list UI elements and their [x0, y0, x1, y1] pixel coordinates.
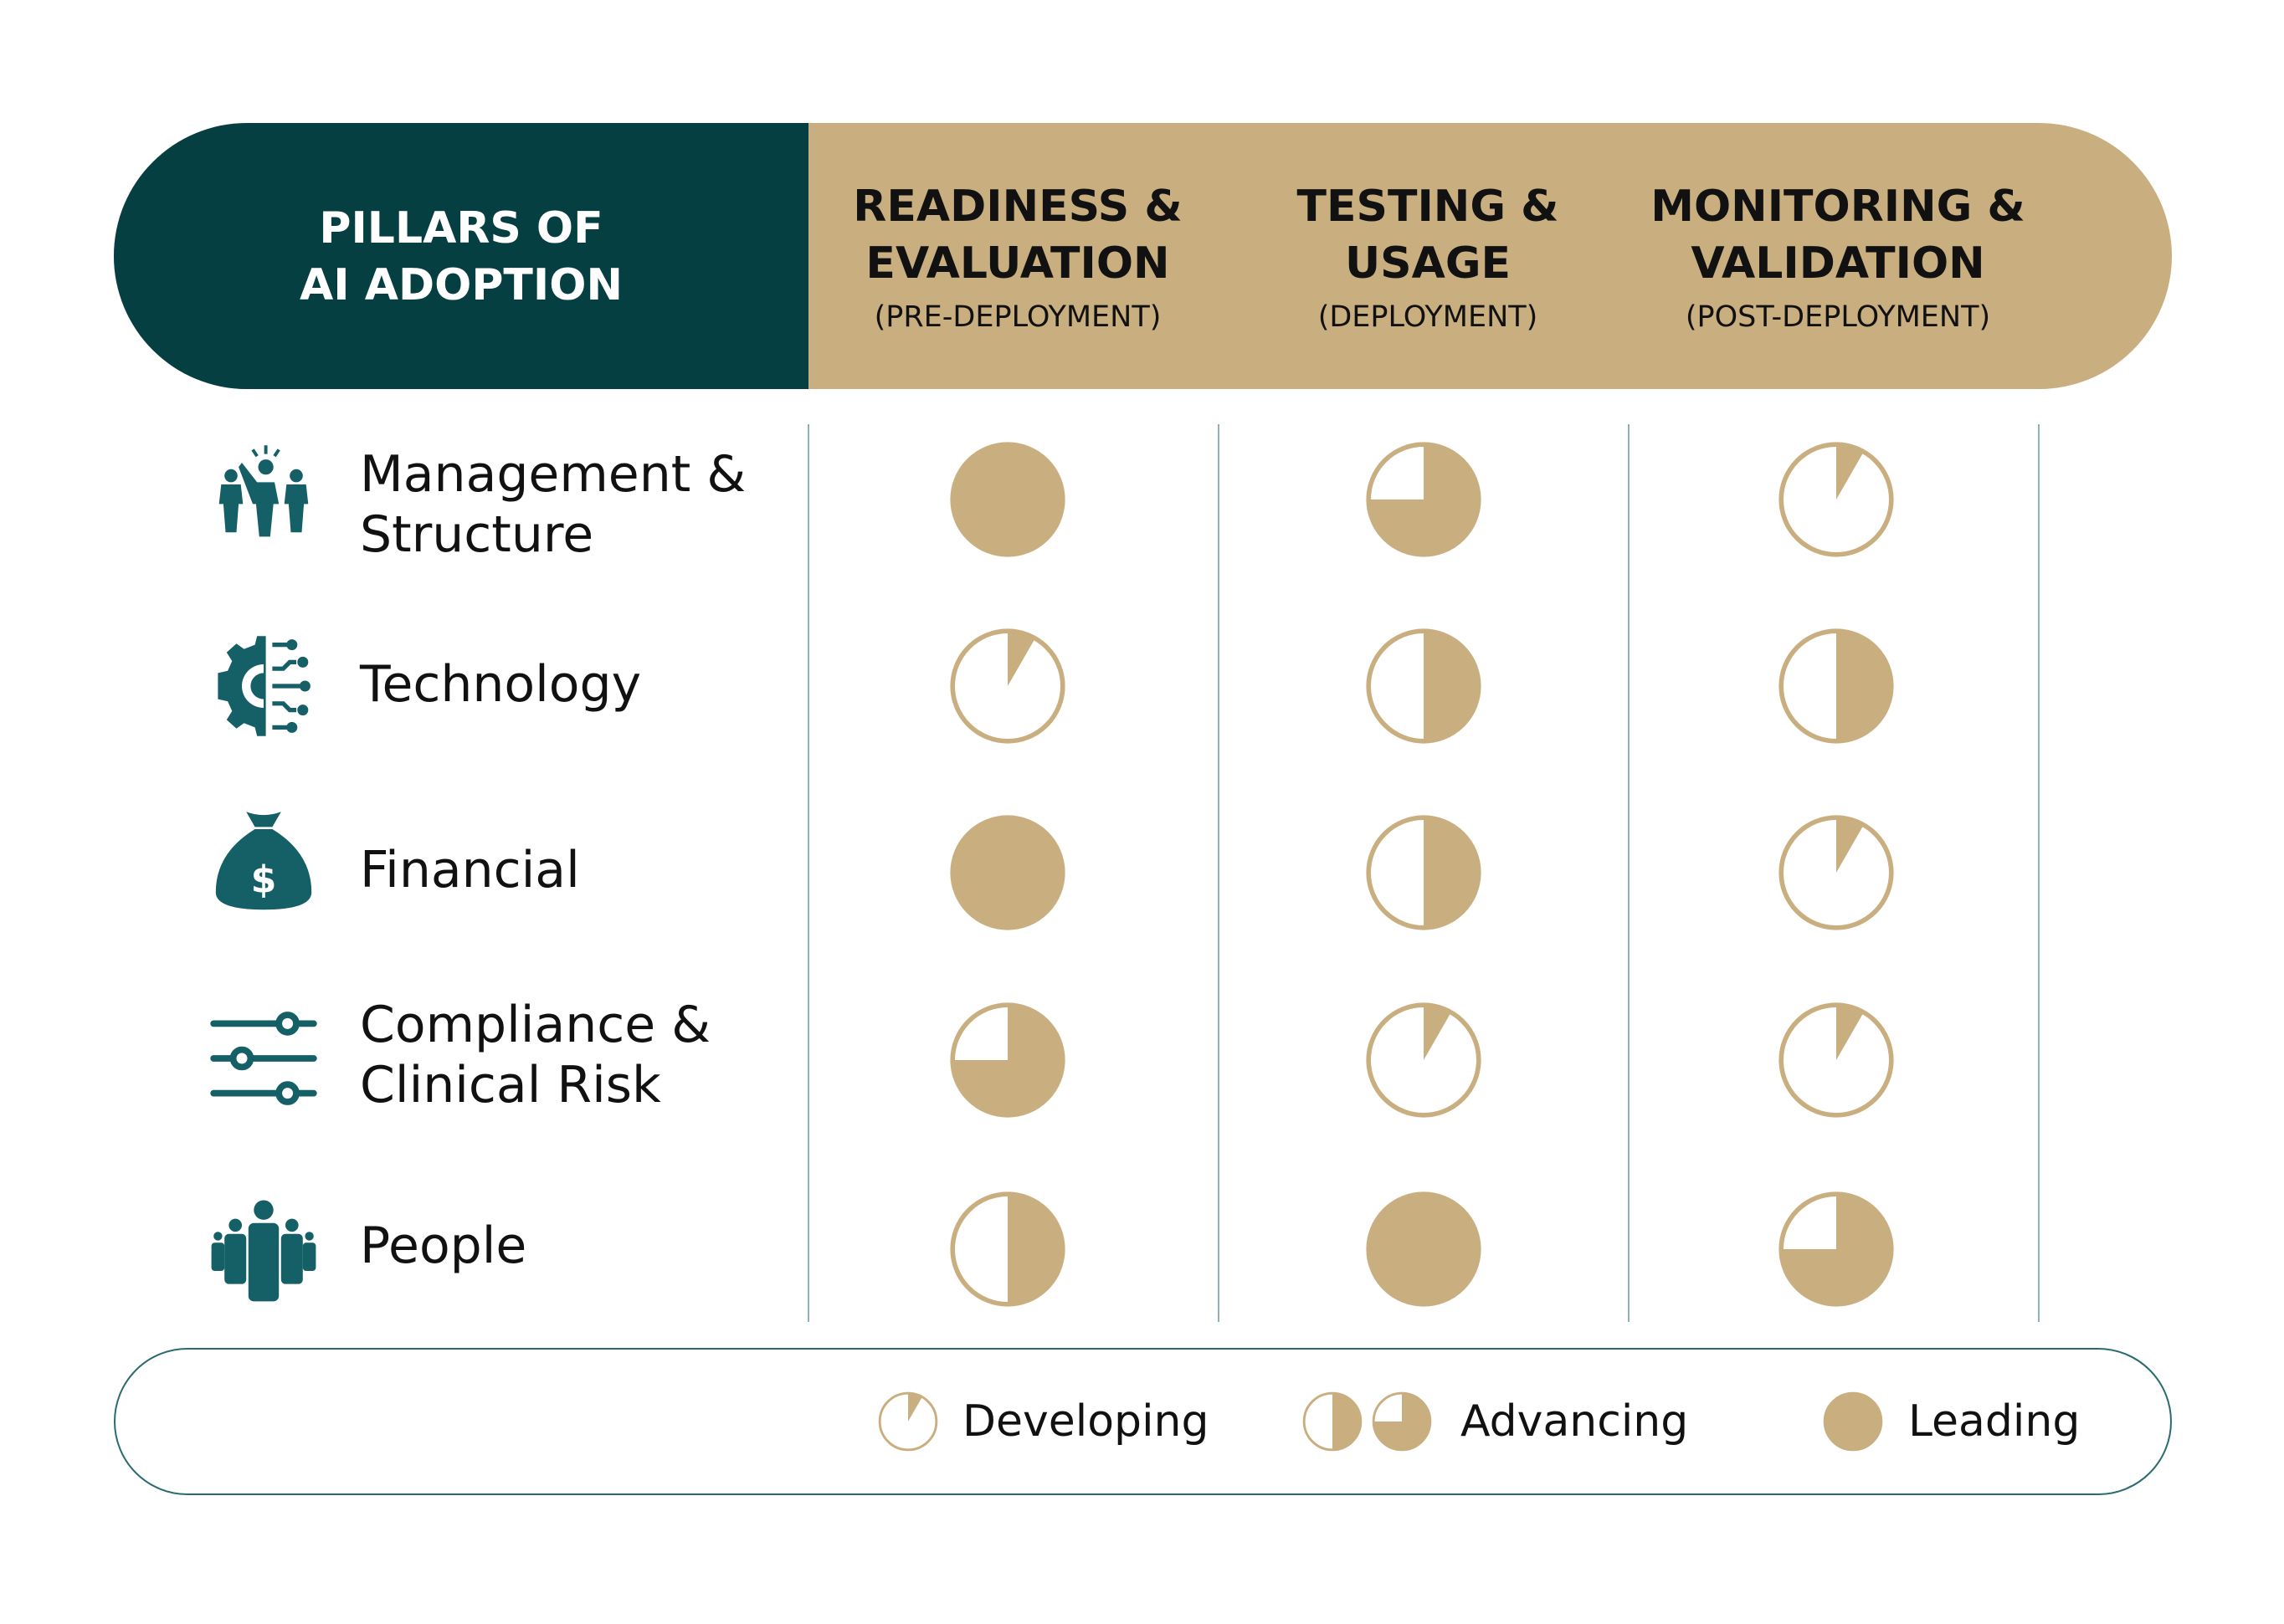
- maturity-pie-readiness: [950, 1191, 1065, 1307]
- people-group-icon: [211, 1200, 316, 1302]
- column-subtitle: (DEPLOYMENT): [1317, 300, 1538, 334]
- pie-fill: [1836, 817, 1864, 873]
- pie-fill: [1008, 631, 1035, 686]
- row-label-line: Financial: [360, 841, 580, 899]
- column-title: USAGE: [1344, 238, 1512, 289]
- column-title: EVALUATION: [865, 238, 1170, 289]
- legend: [114, 1348, 2172, 1495]
- maturity-pie-testing: [1366, 1191, 1481, 1307]
- pie-fill: [1424, 631, 1479, 741]
- column-title: TESTING &: [1296, 182, 1559, 232]
- legend-advancing-label: Advancing: [1460, 1396, 1689, 1447]
- column-divider: [1218, 424, 1219, 1322]
- sliders-icon: [210, 1012, 317, 1105]
- pie-fill: [1332, 1393, 1361, 1450]
- maturity-pie-monitoring: [1778, 1191, 1894, 1307]
- pie-fill: [1008, 1194, 1063, 1304]
- pie-outline: [950, 815, 1065, 930]
- pie-fill: [1373, 1393, 1430, 1450]
- pie-outline: [950, 442, 1065, 557]
- pie-fill: [952, 1005, 1063, 1115]
- pillars-header-cell: PILLARS OF AI ADOPTION: [114, 123, 808, 389]
- column-header-monitoring: MONITORING & VALIDATION (POST-DEPLOYMENT…: [1633, 178, 2043, 342]
- pie-fill: [1424, 1005, 1451, 1060]
- money-bag-icon: $: [215, 812, 312, 910]
- legend-advancing-half-pie: [1302, 1391, 1363, 1452]
- svg-text:$: $: [251, 858, 277, 901]
- pie-outline: [1366, 1191, 1481, 1307]
- legend-advancing-three-quarter-pie: [1372, 1391, 1432, 1452]
- header-band: PILLARS OF AI ADOPTION READINESS & EVALU…: [114, 123, 2172, 389]
- column-subtitle: (PRE-DEPLOYMENT): [874, 300, 1162, 334]
- maturity-pie-monitoring: [1778, 815, 1894, 930]
- pie-fill: [1836, 631, 1891, 741]
- row-label-line: People: [360, 1217, 527, 1275]
- legend-leading-pie: [1823, 1391, 1883, 1452]
- pie-fill: [1781, 1194, 1891, 1304]
- column-divider: [1628, 424, 1630, 1322]
- technology-gear-icon: [218, 636, 311, 736]
- row-label-line: Management &: [360, 445, 747, 504]
- maturity-pie-testing: [1366, 1002, 1481, 1118]
- pie-fill: [1836, 444, 1864, 499]
- maturity-pie-readiness: [950, 442, 1065, 557]
- row-label-financial: Financial: [360, 840, 580, 900]
- maturity-pie-testing: [1366, 815, 1481, 930]
- maturity-pie-monitoring: [1778, 442, 1894, 557]
- column-divider: [808, 424, 809, 1322]
- column-subtitle: (POST-DEPLOYMENT): [1685, 300, 1991, 334]
- legend-developing-pie: [878, 1391, 938, 1452]
- maturity-pie-monitoring: [1778, 1002, 1894, 1118]
- maturity-pie-testing: [1366, 442, 1481, 557]
- pie-outline: [1823, 1391, 1883, 1452]
- row-label-line: Clinical Risk: [360, 1056, 661, 1114]
- column-title: VALIDATION: [1691, 238, 1985, 289]
- pie-fill: [1424, 817, 1479, 928]
- column-header-testing: TESTING & USAGE (DEPLOYMENT): [1223, 178, 1633, 342]
- pillars-title-line2: AI ADOPTION: [300, 260, 623, 310]
- row-label-management: Management & Structure: [360, 444, 746, 565]
- pie-fill: [908, 1393, 922, 1422]
- column-title: READINESS &: [853, 182, 1183, 232]
- row-label-line: Compliance &: [360, 996, 711, 1054]
- pie-fill: [1368, 444, 1479, 555]
- management-icon: [218, 445, 309, 537]
- column-divider: [2038, 424, 2040, 1322]
- pillars-title: PILLARS OF AI ADOPTION: [114, 200, 808, 314]
- row-label-line: Structure: [360, 505, 594, 564]
- row-label-compliance: Compliance & Clinical Risk: [360, 995, 711, 1115]
- pie-fill: [1836, 1005, 1864, 1060]
- legend-leading-label: Leading: [1908, 1396, 2081, 1447]
- row-label-people: People: [360, 1216, 526, 1276]
- maturity-pie-readiness: [950, 815, 1065, 930]
- column-header-readiness: READINESS & EVALUATION (PRE-DEPLOYMENT): [813, 178, 1223, 342]
- maturity-pie-testing: [1366, 628, 1481, 744]
- row-label-line: Technology: [360, 655, 642, 714]
- legend-developing-label: Developing: [962, 1396, 1209, 1447]
- maturity-pie-monitoring: [1778, 628, 1894, 744]
- column-title: MONITORING &: [1650, 182, 2025, 232]
- pillars-title-line1: PILLARS OF: [319, 203, 603, 254]
- maturity-pie-readiness: [950, 628, 1065, 744]
- maturity-pie-readiness: [950, 1002, 1065, 1118]
- row-label-technology: Technology: [360, 654, 641, 715]
